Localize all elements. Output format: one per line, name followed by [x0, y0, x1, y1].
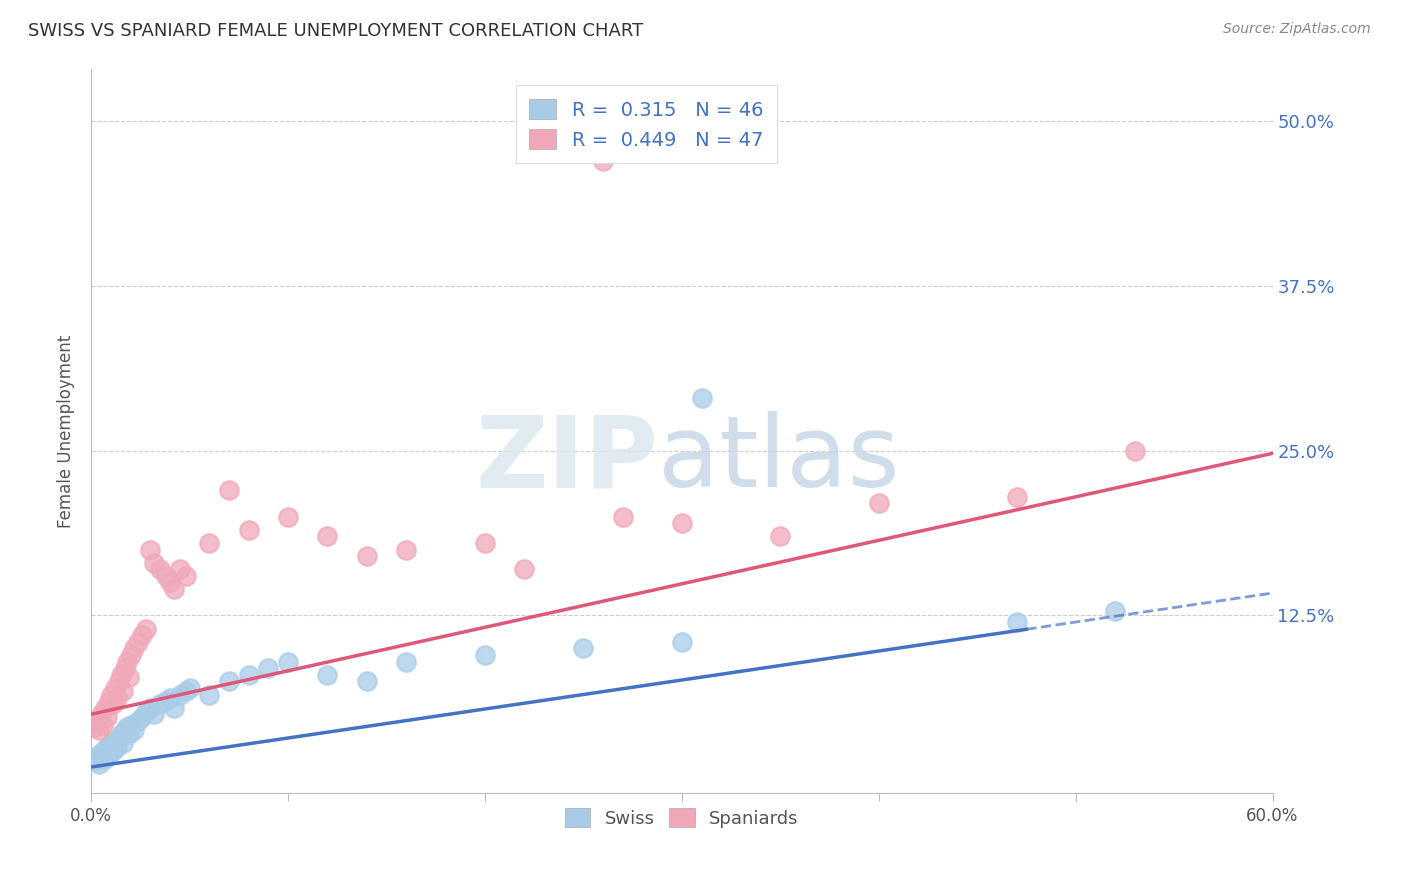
Text: Source: ZipAtlas.com: Source: ZipAtlas.com: [1223, 22, 1371, 37]
Point: [124, 641, 146, 656]
Point: [115, 655, 138, 669]
Point: [104, 733, 127, 747]
Point: [97, 694, 120, 708]
Point: [117, 670, 139, 684]
Point: [155, 694, 177, 708]
Point: [139, 542, 162, 557]
Point: [87, 757, 110, 772]
Point: [356, 549, 378, 563]
Point: [135, 705, 157, 719]
Point: [101, 744, 124, 758]
Point: [91, 744, 114, 758]
Point: [159, 575, 181, 590]
Point: [159, 691, 181, 706]
Point: [149, 697, 172, 711]
Point: [169, 562, 191, 576]
Point: [174, 569, 197, 583]
Point: [86, 714, 108, 728]
Point: [97, 747, 120, 761]
Point: [163, 582, 186, 596]
Point: [179, 681, 201, 695]
Point: [91, 718, 114, 732]
Point: [124, 723, 146, 737]
Point: [769, 529, 792, 543]
Point: [86, 749, 108, 764]
Point: [1005, 615, 1028, 629]
Point: [94, 700, 117, 714]
Point: [169, 688, 191, 702]
Point: [111, 683, 134, 698]
Point: [90, 747, 112, 761]
Point: [96, 710, 118, 724]
Point: [114, 661, 136, 675]
Point: [671, 516, 693, 531]
Point: [107, 674, 129, 689]
Point: [90, 707, 112, 722]
Point: [474, 536, 496, 550]
Point: [100, 688, 122, 702]
Point: [115, 721, 138, 735]
Point: [218, 483, 240, 498]
Point: [174, 683, 197, 698]
Point: [131, 710, 153, 724]
Point: [690, 391, 713, 405]
Point: [105, 691, 128, 706]
Point: [117, 727, 139, 741]
Point: [277, 655, 299, 669]
Point: [107, 731, 129, 745]
Point: [127, 634, 149, 648]
Point: [131, 628, 153, 642]
Point: [198, 536, 221, 550]
Point: [110, 727, 132, 741]
Point: [110, 667, 132, 681]
Point: [395, 655, 418, 669]
Point: [84, 753, 107, 767]
Point: [96, 740, 118, 755]
Point: [198, 688, 221, 702]
Point: [120, 718, 142, 732]
Point: [1005, 490, 1028, 504]
Point: [163, 700, 186, 714]
Point: [114, 723, 136, 737]
Point: [218, 674, 240, 689]
Point: [257, 661, 280, 675]
Point: [105, 740, 128, 755]
Point: [356, 674, 378, 689]
Point: [127, 714, 149, 728]
Point: [135, 622, 157, 636]
Point: [100, 736, 122, 750]
Point: [572, 641, 595, 656]
Text: SWISS VS SPANIARD FEMALE UNEMPLOYMENT CORRELATION CHART: SWISS VS SPANIARD FEMALE UNEMPLOYMENT CO…: [28, 22, 644, 40]
Text: ZIP: ZIP: [475, 411, 658, 508]
Point: [277, 509, 299, 524]
Point: [104, 681, 127, 695]
Y-axis label: Female Unemployment: Female Unemployment: [58, 334, 75, 527]
Point: [120, 648, 142, 662]
Point: [592, 153, 614, 168]
Point: [395, 542, 418, 557]
Point: [87, 723, 110, 737]
Point: [101, 697, 124, 711]
Point: [111, 736, 134, 750]
Point: [149, 562, 172, 576]
Point: [316, 667, 339, 681]
Point: [474, 648, 496, 662]
Point: [868, 496, 890, 510]
Legend: Swiss, Spaniards: Swiss, Spaniards: [558, 801, 806, 835]
Point: [155, 569, 177, 583]
Point: [612, 509, 634, 524]
Point: [143, 556, 166, 570]
Point: [139, 700, 162, 714]
Point: [238, 667, 260, 681]
Point: [513, 562, 536, 576]
Point: [1123, 443, 1146, 458]
Point: [671, 634, 693, 648]
Point: [238, 523, 260, 537]
Point: [1104, 605, 1126, 619]
Point: [316, 529, 339, 543]
Point: [84, 721, 107, 735]
Point: [94, 752, 117, 766]
Text: atlas: atlas: [658, 411, 900, 508]
Point: [143, 707, 166, 722]
